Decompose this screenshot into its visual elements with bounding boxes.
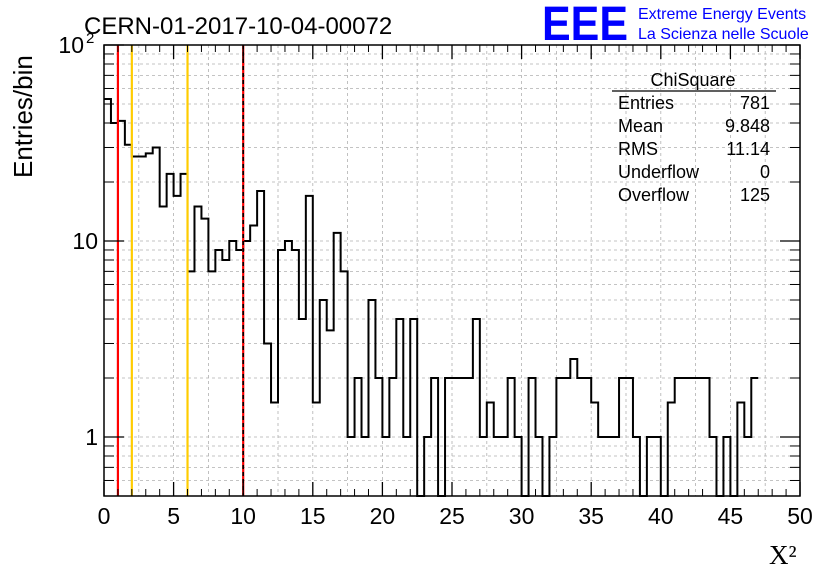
histogram-step-line: [104, 98, 759, 497]
x-tick-label: 5: [167, 503, 180, 529]
histogram-bin: [285, 241, 292, 496]
histogram-bin: [334, 233, 341, 496]
x-tick-label: 15: [300, 503, 326, 529]
stat-value-entries: 781: [740, 93, 770, 113]
logo-line-1: Extreme Energy Events: [638, 6, 806, 23]
stat-label-rms: RMS: [618, 139, 658, 159]
logo-line-2: La Scienza nelle Scuole: [638, 26, 809, 43]
histogram-series: [104, 98, 759, 497]
histogram-bin: [229, 241, 236, 496]
histogram-bin: [591, 402, 598, 496]
histogram-bin: [410, 319, 417, 496]
threshold-lines: [116, 45, 245, 496]
histogram-bin: [250, 225, 257, 496]
x-tick-label: 25: [439, 503, 465, 529]
stat-label-overflow: Overflow: [618, 185, 690, 205]
histogram-bin: [327, 330, 334, 496]
histogram-bin: [313, 402, 320, 496]
stat-label-underflow: Underflow: [618, 162, 700, 182]
stats-box: ChiSquare Entries 781 Mean 9.848 RMS 11.…: [612, 70, 776, 205]
histogram-bin: [737, 402, 744, 496]
histogram-bin: [396, 319, 403, 496]
stat-label-entries: Entries: [618, 93, 674, 113]
stat-value-overflow: 125: [740, 185, 770, 205]
x-tick-label: 50: [787, 503, 813, 529]
x-axis-label: X²: [769, 540, 797, 570]
histogram-bin: [271, 402, 278, 496]
x-tick-label: 30: [509, 503, 535, 529]
x-tick-label: 45: [718, 503, 744, 529]
x-tick-label: 0: [98, 503, 111, 529]
histogram-bin: [341, 271, 348, 496]
histogram-bin: [264, 343, 271, 496]
histogram-bin: [278, 250, 285, 496]
y-axis-label: Entries/bin: [8, 55, 38, 178]
grid-lines: [104, 45, 800, 496]
histogram-bin: [215, 250, 222, 496]
x-tick-label: 35: [578, 503, 604, 529]
y-tick-label: 10: [58, 32, 84, 58]
histogram-bin: [153, 147, 160, 496]
histogram-bin: [208, 271, 215, 496]
y-tick-label: 10: [72, 228, 98, 254]
y-tick-exponent: 2: [86, 30, 94, 47]
histogram-bin: [146, 153, 153, 496]
histogram-bin: [320, 300, 327, 496]
chart-title: CERN-01-2017-10-04-00072: [84, 13, 392, 40]
histogram-bin: [167, 174, 174, 496]
histogram-bin: [473, 319, 480, 496]
histogram-bin: [668, 402, 675, 496]
eee-logo: EEE: [542, 0, 628, 51]
stat-value-rms: 11.14: [726, 139, 770, 159]
stat-value-underflow: 0: [760, 162, 770, 182]
histogram-bin: [487, 402, 494, 496]
histogram-bin: [368, 300, 375, 496]
stats-title: ChiSquare: [650, 70, 735, 90]
y-tick-label: 1: [85, 424, 98, 450]
x-axis-ticks: 0 5 10 15 20 25 30 35 40 45 50: [98, 45, 813, 529]
histogram-bin: [139, 156, 146, 496]
x-tick-label: 40: [648, 503, 674, 529]
stat-label-mean: Mean: [618, 116, 663, 136]
histogram-bin: [299, 319, 306, 496]
histogram-bin: [570, 359, 577, 496]
x-tick-label: 20: [370, 503, 396, 529]
x-tick-label: 10: [230, 503, 256, 529]
stat-value-mean: 9.848: [725, 116, 770, 136]
histogram-bin: [292, 250, 299, 496]
